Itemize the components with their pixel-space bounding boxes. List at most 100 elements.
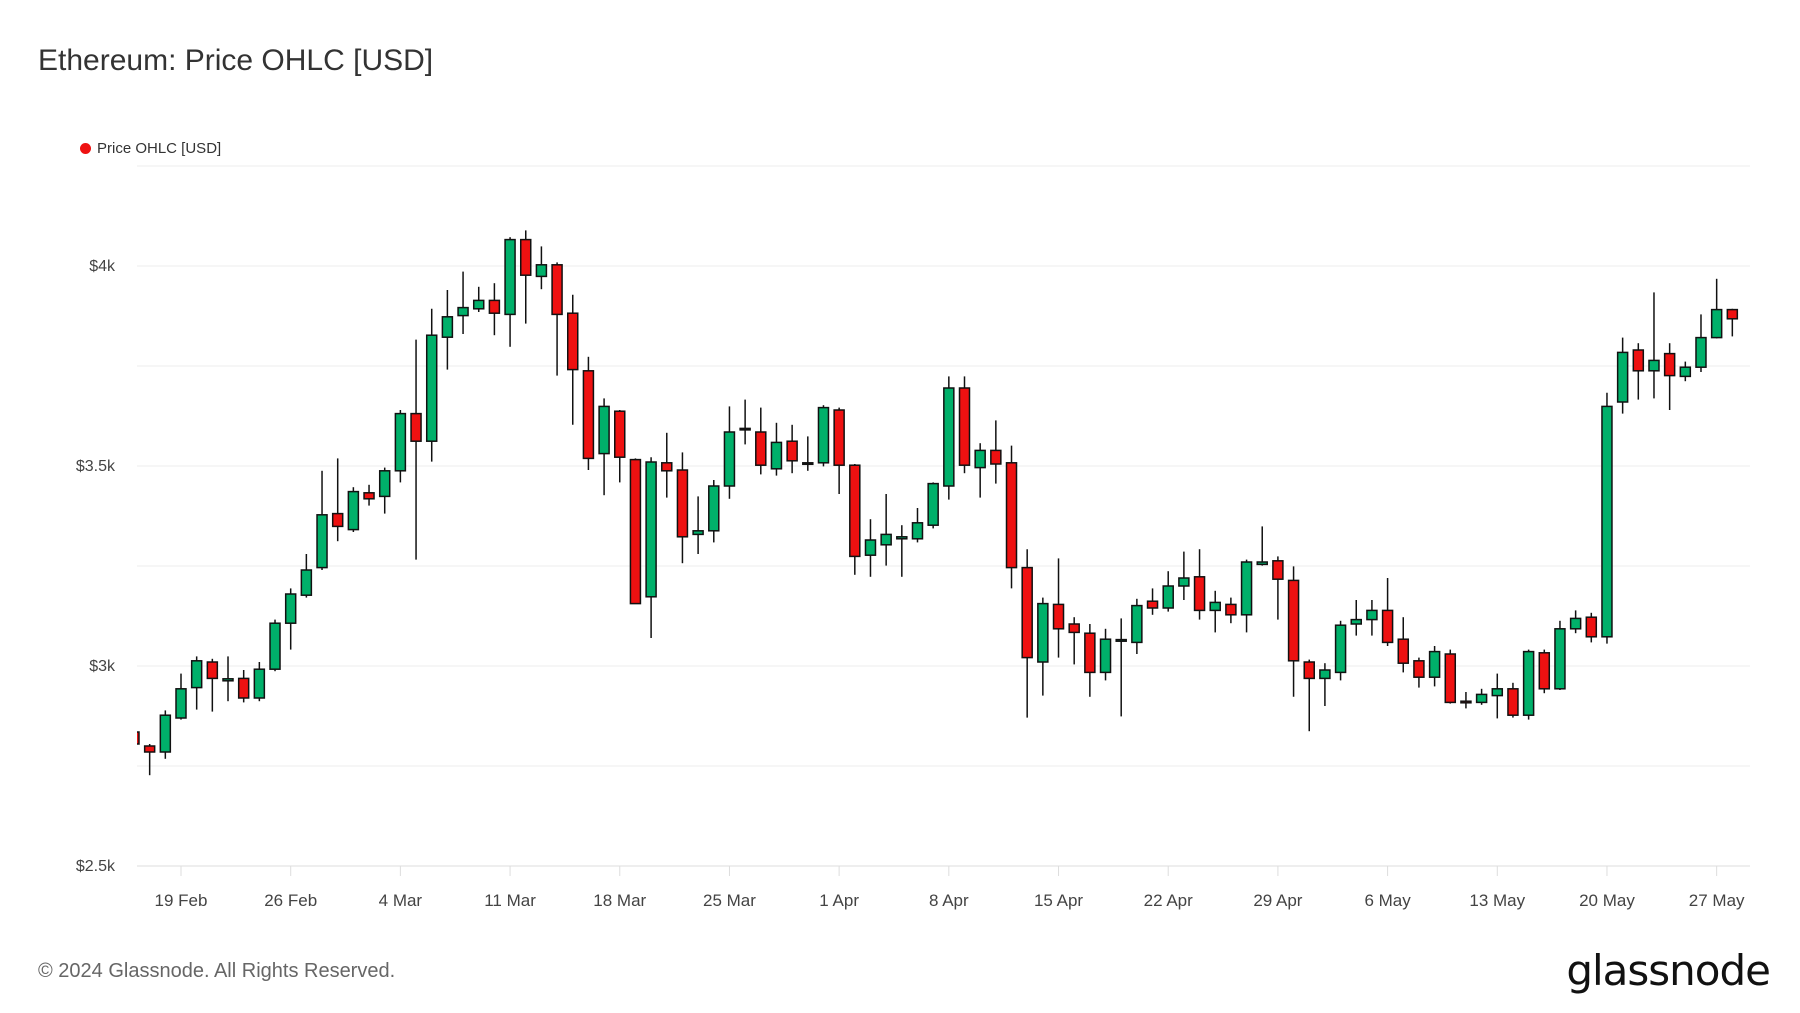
candle-up[interactable]	[1334, 624, 1347, 674]
candle-up[interactable]	[1037, 602, 1049, 663]
candle-down[interactable]	[676, 469, 689, 538]
candle-down[interactable]	[1193, 576, 1206, 612]
candle-down[interactable]	[1068, 623, 1080, 634]
candle-up[interactable]	[441, 316, 454, 338]
candle-down[interactable]	[1005, 462, 1018, 569]
legend[interactable]: Price OHLC [USD]	[80, 140, 221, 157]
candle-up[interactable]	[378, 470, 391, 498]
candle-up[interactable]	[1428, 650, 1441, 678]
candle-down[interactable]	[519, 238, 532, 276]
candle-up[interactable]	[1475, 693, 1488, 704]
candle-up[interactable]	[708, 485, 720, 532]
candle-up[interactable]	[1350, 618, 1362, 625]
candle-up[interactable]	[472, 299, 485, 310]
candle-down[interactable]	[1413, 660, 1425, 678]
candle-down[interactable]	[1052, 603, 1065, 630]
candle-up[interactable]	[692, 530, 704, 536]
candle-up[interactable]	[1256, 561, 1268, 566]
candle-down[interactable]	[1632, 349, 1645, 372]
candle-down[interactable]	[129, 731, 140, 745]
candle-down[interactable]	[1084, 632, 1096, 674]
candle-up[interactable]	[645, 461, 657, 598]
candle-up[interactable]	[284, 593, 297, 624]
candle-down[interactable]	[1585, 616, 1598, 638]
candle-up[interactable]	[425, 334, 438, 442]
candle-down[interactable]	[582, 370, 595, 460]
candle-up[interactable]	[974, 449, 986, 469]
candle-up[interactable]	[504, 238, 516, 316]
candle-up[interactable]	[943, 387, 955, 487]
candle-up[interactable]	[1115, 638, 1127, 642]
candle-down[interactable]	[990, 449, 1002, 465]
candle-up[interactable]	[817, 406, 830, 464]
candle-down[interactable]	[1726, 308, 1739, 320]
candle-up[interactable]	[253, 668, 266, 699]
candle-up[interactable]	[1240, 561, 1253, 616]
candle-up[interactable]	[1319, 669, 1331, 680]
candle-down[interactable]	[1397, 638, 1410, 664]
candle-down[interactable]	[1287, 579, 1300, 662]
candle-up[interactable]	[880, 533, 892, 546]
candle-down[interactable]	[551, 264, 563, 316]
candle-up[interactable]	[1162, 585, 1174, 609]
candle-down[interactable]	[1507, 688, 1519, 716]
candle-up[interactable]	[1554, 628, 1566, 690]
candle-down[interactable]	[143, 745, 156, 753]
candle-down[interactable]	[802, 462, 814, 466]
candle-up[interactable]	[535, 264, 548, 278]
candle-up[interactable]	[1491, 688, 1504, 697]
candle-up[interactable]	[316, 514, 328, 569]
candle-down[interactable]	[1225, 603, 1237, 616]
candle-up[interactable]	[347, 490, 360, 531]
candle-down[interactable]	[1146, 600, 1159, 609]
candle-down[interactable]	[849, 464, 861, 558]
candle-up[interactable]	[190, 660, 203, 689]
candle-down[interactable]	[629, 458, 642, 605]
candle-up[interactable]	[300, 569, 313, 596]
candle-up[interactable]	[598, 405, 610, 455]
candle-up[interactable]	[927, 482, 939, 526]
candle-up[interactable]	[1695, 336, 1707, 368]
candle-up[interactable]	[1569, 617, 1582, 630]
candle-down[interactable]	[237, 677, 250, 699]
candle-down[interactable]	[958, 387, 971, 466]
candle-up[interactable]	[1601, 405, 1613, 638]
candle-down[interactable]	[331, 512, 344, 528]
candle-down[interactable]	[833, 409, 845, 466]
candle-up[interactable]	[394, 412, 407, 472]
candle-up[interactable]	[864, 539, 877, 556]
candle-up[interactable]	[723, 431, 736, 487]
candle-up[interactable]	[1522, 650, 1535, 716]
candle-up[interactable]	[1679, 366, 1692, 378]
candle-down[interactable]	[1663, 352, 1676, 377]
candle-up[interactable]	[770, 441, 783, 470]
candle-down[interactable]	[661, 462, 673, 472]
candle-up[interactable]	[222, 678, 234, 682]
candle-up[interactable]	[1710, 308, 1723, 339]
candle-down[interactable]	[755, 431, 767, 466]
candle-up[interactable]	[269, 622, 281, 670]
candle-up[interactable]	[896, 536, 908, 540]
candle-down[interactable]	[1303, 661, 1315, 680]
candle-down[interactable]	[614, 410, 626, 458]
candle-down[interactable]	[488, 299, 501, 314]
candle-up[interactable]	[739, 427, 751, 431]
candle-down[interactable]	[1538, 652, 1551, 690]
candle-up[interactable]	[457, 306, 469, 317]
candle-up[interactable]	[175, 688, 187, 719]
candle-up[interactable]	[1131, 604, 1143, 644]
candle-down[interactable]	[786, 440, 798, 462]
candle-up[interactable]	[1209, 601, 1221, 612]
candle-down[interactable]	[1021, 566, 1033, 659]
candle-down[interactable]	[206, 661, 219, 680]
candle-up[interactable]	[1616, 351, 1629, 403]
candle-down[interactable]	[1381, 609, 1394, 644]
candle-down[interactable]	[567, 312, 579, 371]
candle-down[interactable]	[410, 412, 422, 442]
candle-up[interactable]	[159, 714, 172, 753]
candle-up[interactable]	[1099, 638, 1112, 674]
candle-up[interactable]	[1178, 577, 1190, 587]
candle-up[interactable]	[911, 522, 924, 540]
candle-up[interactable]	[1366, 609, 1378, 621]
glassnode-logo[interactable]: glassnode	[1566, 946, 1771, 995]
